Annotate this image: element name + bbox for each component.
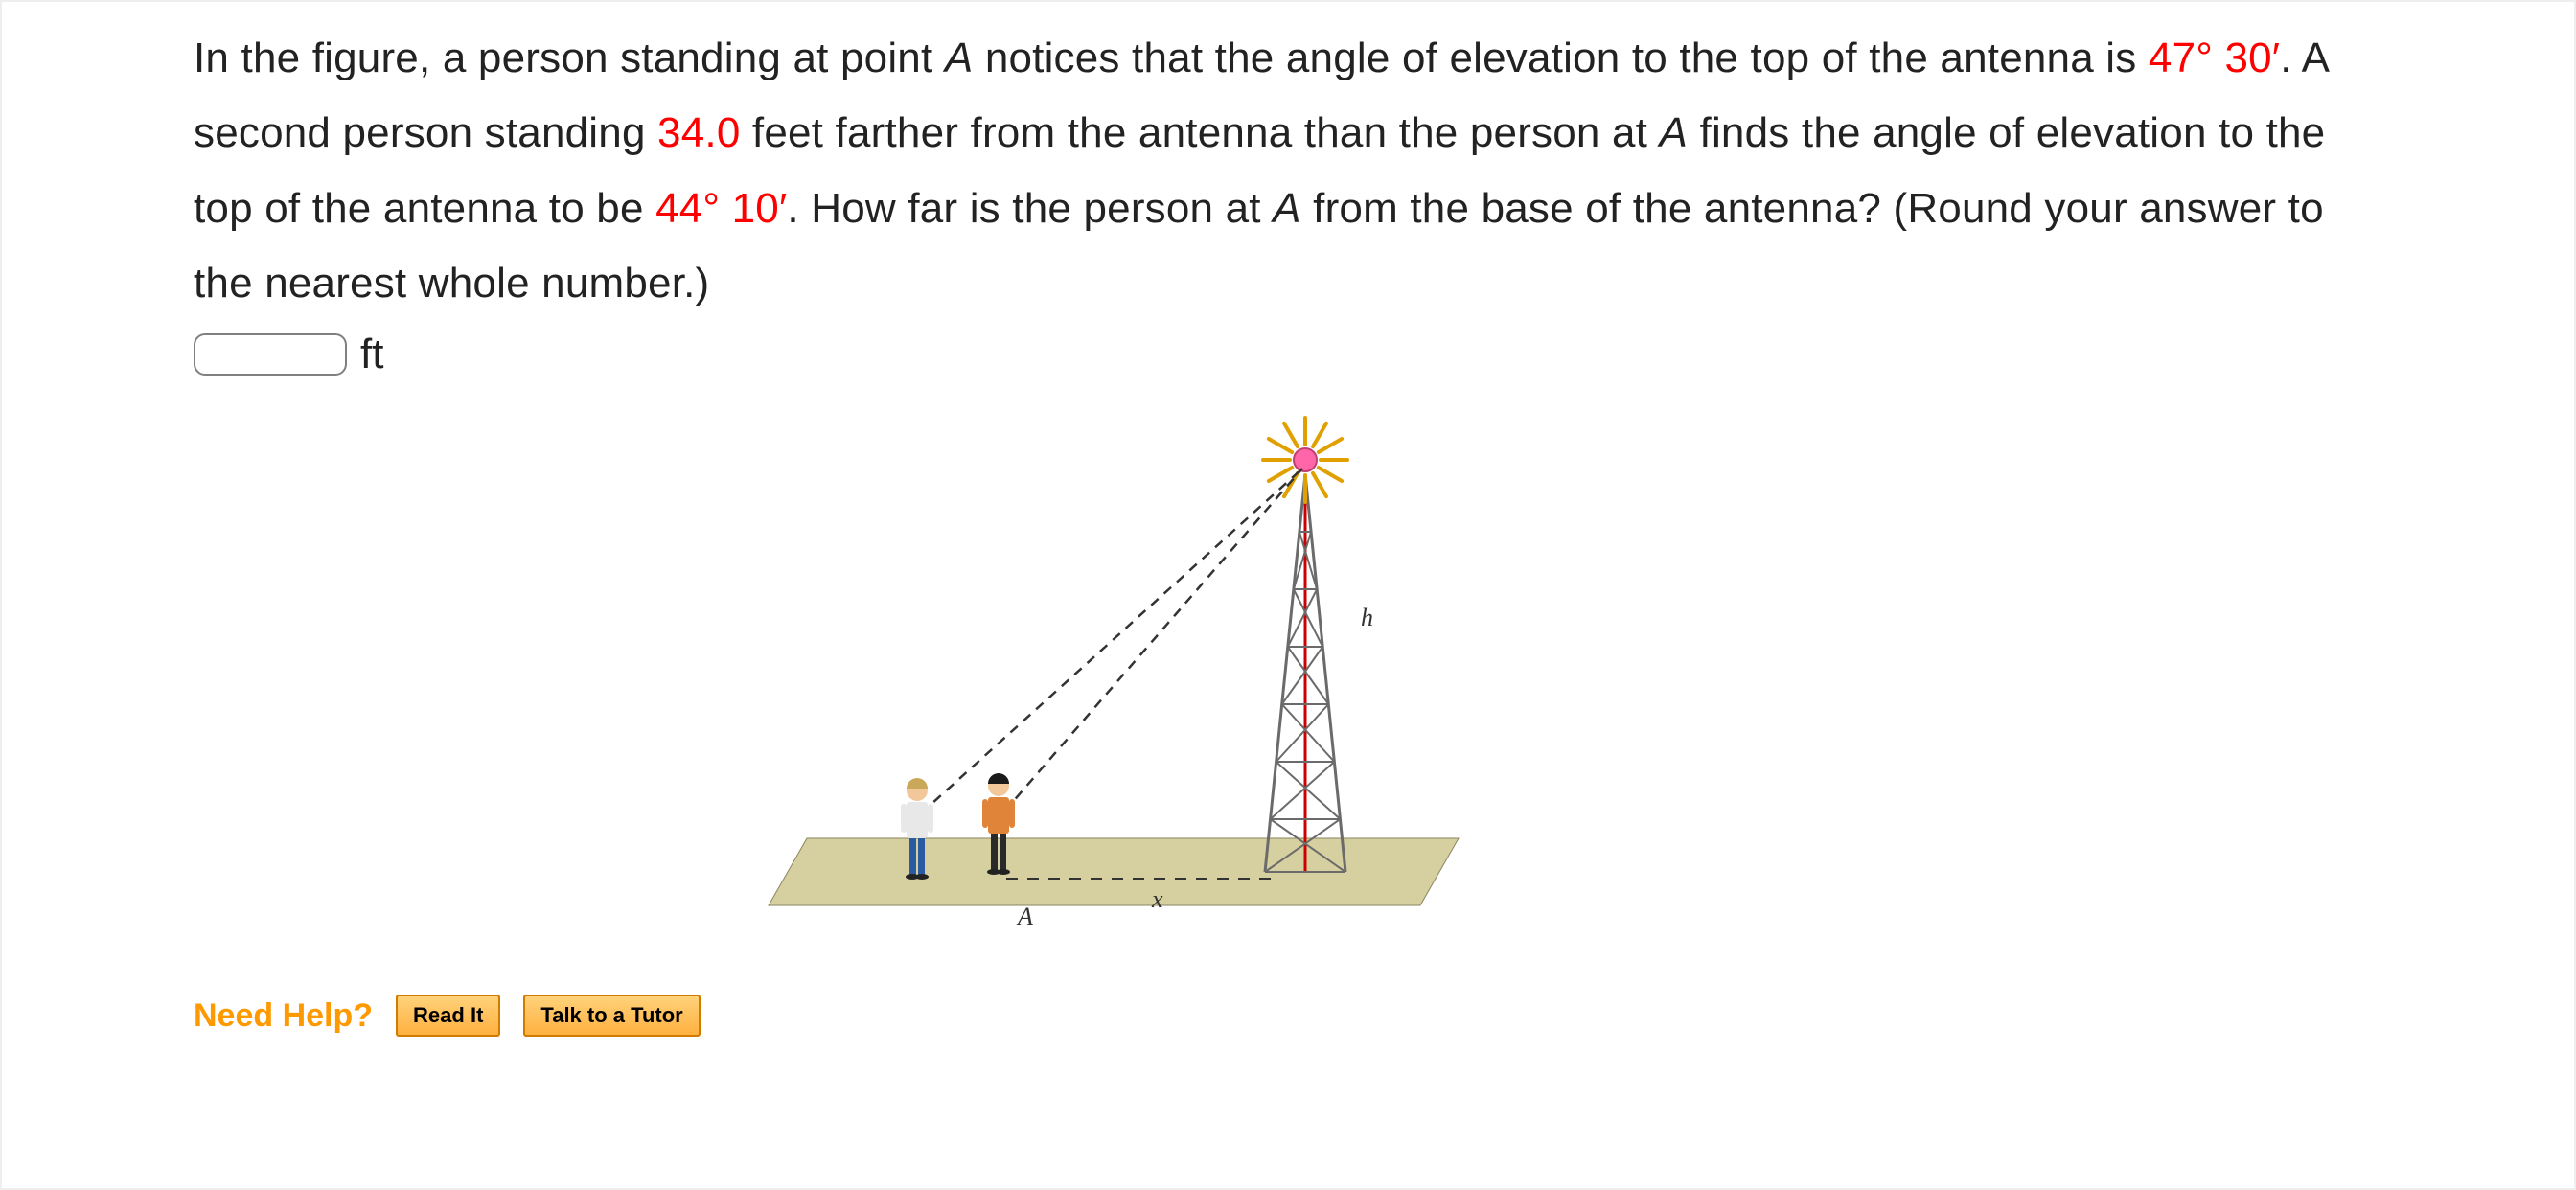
answer-input[interactable]: [194, 333, 347, 376]
help-row: Need Help? Read It Talk to a Tutor: [194, 995, 2392, 1037]
svg-text:x: x: [1151, 885, 1163, 913]
text-segment: feet farther from the antenna than the p…: [740, 109, 1659, 156]
svg-text:h: h: [1361, 604, 1373, 631]
figure-container: Ax h: [730, 407, 2392, 968]
answer-row: ft: [194, 331, 2392, 378]
need-help-label: Need Help?: [194, 997, 373, 1035]
point-A: A: [1660, 109, 1689, 156]
answer-unit: ft: [360, 331, 383, 378]
distance-value: 34.0: [657, 109, 740, 156]
text-segment: In the figure, a person standing at poin…: [194, 34, 945, 81]
point-A: A: [945, 34, 974, 81]
text-segment: . How far is the person at: [787, 185, 1273, 232]
svg-text:A: A: [1016, 903, 1033, 930]
question-panel: In the figure, a person standing at poin…: [0, 0, 2576, 1190]
antenna-figure: Ax h: [730, 407, 1516, 963]
point-A: A: [1273, 185, 1301, 232]
angle-1: 47° 30′: [2149, 34, 2280, 81]
read-it-button[interactable]: Read It: [396, 995, 500, 1037]
angle-2: 44° 10′: [656, 185, 787, 232]
problem-text: In the figure, a person standing at poin…: [194, 21, 2392, 321]
text-segment: notices that the angle of elevation to t…: [973, 34, 2149, 81]
talk-to-tutor-button[interactable]: Talk to a Tutor: [523, 995, 700, 1037]
